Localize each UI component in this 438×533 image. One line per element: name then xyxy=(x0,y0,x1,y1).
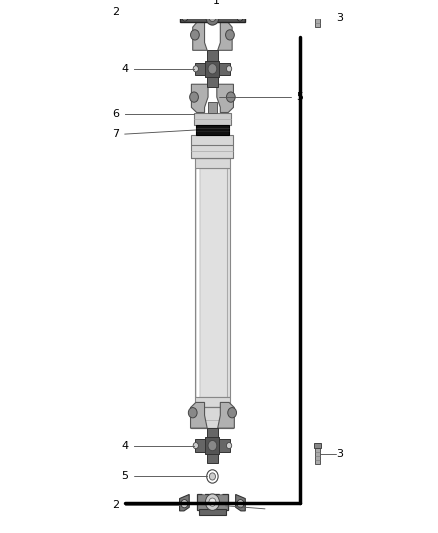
Bar xyxy=(315,448,320,464)
Bar xyxy=(314,443,321,448)
Circle shape xyxy=(188,408,197,418)
Bar xyxy=(195,63,205,75)
Circle shape xyxy=(191,30,199,40)
Text: 3: 3 xyxy=(336,449,343,459)
Circle shape xyxy=(226,30,234,40)
Circle shape xyxy=(209,498,216,506)
Circle shape xyxy=(209,473,215,480)
Circle shape xyxy=(206,10,219,25)
Polygon shape xyxy=(217,84,233,112)
Bar xyxy=(194,112,231,125)
Bar xyxy=(205,438,219,454)
Circle shape xyxy=(208,440,217,451)
Bar xyxy=(180,13,245,22)
Circle shape xyxy=(190,92,198,102)
Text: 6: 6 xyxy=(113,109,120,119)
Circle shape xyxy=(181,499,188,508)
Text: 3: 3 xyxy=(336,13,343,23)
Polygon shape xyxy=(218,402,234,428)
Bar xyxy=(195,397,230,407)
Bar xyxy=(219,63,230,75)
Circle shape xyxy=(237,14,243,21)
Text: 7: 7 xyxy=(113,129,120,139)
Circle shape xyxy=(226,442,232,449)
Polygon shape xyxy=(191,84,208,112)
Polygon shape xyxy=(218,22,232,50)
Text: 5: 5 xyxy=(121,472,128,481)
Circle shape xyxy=(205,494,219,511)
Bar xyxy=(195,168,230,397)
Circle shape xyxy=(237,499,244,508)
Bar xyxy=(219,439,230,452)
Circle shape xyxy=(226,92,235,102)
Bar xyxy=(191,407,233,427)
Bar xyxy=(195,439,205,452)
Bar xyxy=(315,12,320,27)
Bar xyxy=(314,6,321,12)
Circle shape xyxy=(208,63,217,74)
Circle shape xyxy=(228,408,237,418)
Circle shape xyxy=(209,13,216,21)
Polygon shape xyxy=(236,495,245,511)
Text: 2: 2 xyxy=(113,500,120,510)
Circle shape xyxy=(182,14,188,21)
Bar xyxy=(207,454,218,463)
Text: 2: 2 xyxy=(113,7,120,17)
Bar xyxy=(197,495,228,510)
Bar xyxy=(191,135,233,158)
Text: 5: 5 xyxy=(297,92,304,102)
Bar xyxy=(205,61,219,77)
Bar xyxy=(208,102,217,112)
Bar xyxy=(207,50,218,61)
Bar xyxy=(196,125,229,135)
Bar xyxy=(207,428,218,438)
Text: 4: 4 xyxy=(121,64,128,74)
Bar xyxy=(207,77,218,87)
Circle shape xyxy=(193,66,198,72)
Polygon shape xyxy=(191,402,207,428)
Text: 4: 4 xyxy=(121,441,128,450)
Polygon shape xyxy=(193,22,207,50)
Bar xyxy=(195,158,230,168)
Circle shape xyxy=(193,442,198,449)
Circle shape xyxy=(207,470,218,483)
Text: 1: 1 xyxy=(213,0,220,6)
Circle shape xyxy=(226,66,232,72)
Bar xyxy=(199,509,226,515)
Polygon shape xyxy=(180,495,189,511)
